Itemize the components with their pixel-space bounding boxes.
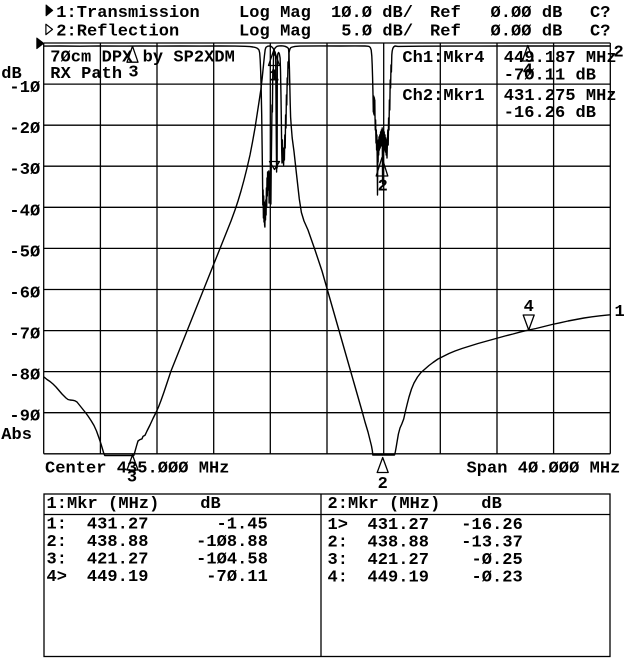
svg-text:1>: 1> [328,516,349,535]
svg-text:449.19: 449.19 [368,569,430,588]
svg-text:-5Ø: -5Ø [9,243,40,262]
svg-text:-2Ø: -2Ø [9,120,40,139]
svg-text:Ref: Ref [430,4,461,23]
svg-text:4: 4 [523,62,533,81]
svg-text:2:Reflection: 2:Reflection [56,23,179,42]
svg-text:4: 4 [524,298,534,317]
svg-text:-1Ø: -1Ø [9,79,40,98]
svg-text:2: 2 [378,475,388,494]
svg-text:Abs: Abs [1,426,32,445]
svg-text:Ø.ØØ dB: Ø.ØØ dB [491,4,563,23]
svg-text:-1Ø8.88: -1Ø8.88 [196,533,268,552]
svg-text:1: 1 [615,303,625,322]
svg-text:2: 2 [378,177,388,196]
svg-text:-Ø.23: -Ø.23 [472,569,523,588]
svg-text:1: 1 [269,68,279,87]
svg-text:Log Mag: Log Mag [239,23,311,42]
svg-text:-7Ø.11: -7Ø.11 [206,568,267,587]
svg-text:2:: 2: [328,534,349,553]
svg-text:C?: C? [590,4,611,23]
svg-text:2:Mkr (MHz): 2:Mkr (MHz) [328,495,441,514]
svg-text:dB: dB [200,495,221,514]
svg-text:1:Transmission: 1:Transmission [56,4,200,23]
svg-text:1:: 1: [47,516,68,535]
svg-text:449.187 MHz: 449.187 MHz [504,49,617,68]
svg-text:-8Ø: -8Ø [9,367,40,386]
svg-text:Center 435.ØØØ MHz: Center 435.ØØØ MHz [45,460,230,479]
svg-text:2:: 2: [47,533,68,552]
svg-text:431.27: 431.27 [368,516,430,535]
svg-text:Log Mag: Log Mag [239,4,311,23]
svg-text:Span 4Ø.ØØØ MHz: Span 4Ø.ØØØ MHz [467,460,621,479]
svg-text:3: 3 [128,63,138,82]
svg-text:-9Ø: -9Ø [9,408,40,427]
svg-text:-16.26: -16.26 [461,516,523,535]
svg-text:7Øcm DPX by SP2XDM: 7Øcm DPX by SP2XDM [50,49,235,68]
svg-text:-16.26 dB: -16.26 dB [504,104,596,123]
svg-text:1Ø.Ø dB/: 1Ø.Ø dB/ [331,4,413,23]
svg-text:-7Ø.11 dB: -7Ø.11 dB [504,66,596,85]
svg-text:RX Path: RX Path [50,65,122,84]
svg-text:2: 2 [614,44,624,63]
svg-text:3: 3 [127,469,137,488]
svg-text:5.Ø dB/: 5.Ø dB/ [341,23,413,42]
svg-text:431.27: 431.27 [87,516,148,535]
svg-text:3:: 3: [328,551,349,570]
svg-text:-1Ø4.58: -1Ø4.58 [196,551,268,570]
svg-text:421.27: 421.27 [87,551,148,570]
svg-text:-13.37: -13.37 [461,534,523,553]
svg-text:1:Mkr (MHz): 1:Mkr (MHz) [47,495,160,514]
svg-text:-Ø.25: -Ø.25 [472,551,523,570]
svg-text:-7Ø: -7Ø [9,326,40,345]
svg-text:Ch1:Mkr4: Ch1:Mkr4 [402,49,484,68]
svg-text:-1.45: -1.45 [217,516,268,535]
svg-text:dB: dB [1,65,22,84]
svg-text:dB: dB [481,495,502,514]
svg-text:449.19: 449.19 [87,568,148,587]
svg-text:Ref: Ref [430,23,461,42]
svg-text:421.27: 421.27 [368,551,430,570]
svg-text:-3Ø: -3Ø [9,161,40,180]
svg-text:Ø.ØØ dB: Ø.ØØ dB [491,23,563,42]
svg-text:-6Ø: -6Ø [9,285,40,304]
svg-text:C?: C? [590,23,611,42]
svg-text:Ch2:Mkr1: Ch2:Mkr1 [402,87,484,106]
svg-text:-4Ø: -4Ø [9,202,40,221]
svg-text:431.275 MHz: 431.275 MHz [504,87,617,106]
svg-text:438.88: 438.88 [368,534,430,553]
svg-text:438.88: 438.88 [87,533,148,552]
svg-text:3:: 3: [47,551,68,570]
svg-text:4:: 4: [328,569,349,588]
svg-text:4>: 4> [47,568,68,587]
